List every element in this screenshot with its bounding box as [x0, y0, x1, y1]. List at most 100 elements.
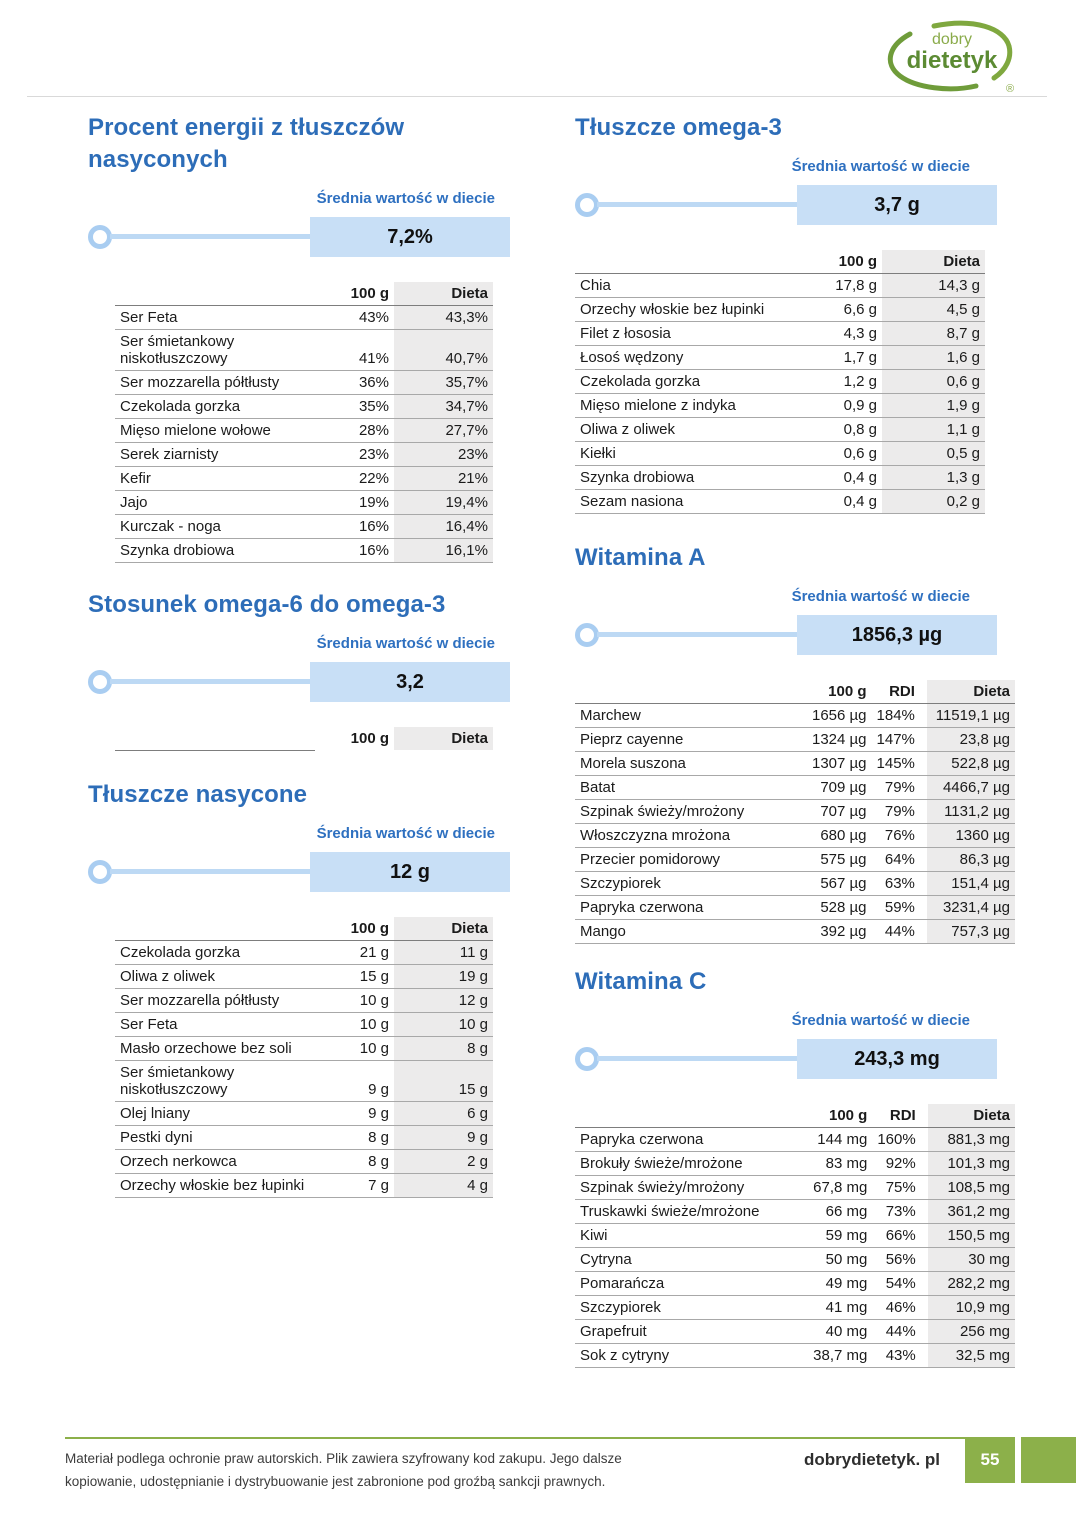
value-dieta: 522,8 µg [926, 751, 1015, 776]
product-name: Marchew [575, 703, 788, 728]
col-header-dieta: Dieta [926, 680, 1015, 704]
table-row: Kurczak - noga 16% 16,4% [115, 514, 493, 539]
product-name: Ser śmietankowy niskotłuszczowy [115, 1060, 315, 1102]
indicator-circle-icon [88, 670, 112, 694]
value-dieta: 1360 µg [926, 823, 1015, 848]
value-per-100g: 10 g [315, 1036, 394, 1061]
product-name: Sok z cytryny [575, 1343, 789, 1368]
product-name: Ser mozzarella półtłusty [115, 370, 315, 395]
average-indicator: 7,2% [88, 217, 510, 257]
value-dieta: 9 g [394, 1125, 493, 1150]
value-dieta: 4,5 g [882, 297, 985, 322]
footer-copyright-line1: Materiał podlega ochronie praw autorskic… [65, 1451, 622, 1466]
average-indicator: 243,3 mg [575, 1039, 997, 1079]
table-row: Orzechy włoskie bez łupinki 6,6 g 4,5 g [575, 297, 985, 322]
value-per-100g: 707 µg [787, 799, 872, 824]
value-per-100g: 0,4 g [805, 489, 882, 514]
section-sat-fat-pct: Procent energii z tłuszczów nasyconych Ś… [88, 112, 510, 563]
value-dieta: 11 g [394, 940, 493, 965]
col-header-100g: 100 g [787, 680, 872, 704]
product-name: Orzechy włoskie bez łupinki [575, 297, 805, 322]
value-dieta: 16,4% [394, 514, 493, 539]
table-row: Włoszczyzna mrożona 680 µg 76% 1360 µg [575, 823, 1015, 848]
value-dieta: 0,5 g [882, 441, 985, 466]
indicator-line [110, 679, 312, 684]
value-dieta: 43,3% [394, 305, 493, 330]
value-dieta: 34,7% [394, 394, 493, 419]
value-per-100g: 15 g [315, 964, 394, 989]
indicator-circle-icon [575, 1047, 599, 1071]
logo-registered-mark: ® [1006, 83, 1014, 95]
value-dieta: 1,1 g [882, 417, 985, 442]
product-name: Szpinak świeży/mrożony [575, 799, 788, 824]
average-label: Średnia wartość w diecie [791, 1012, 970, 1029]
value-per-100g: 41 mg [788, 1295, 873, 1320]
value-per-100g: 43% [315, 305, 394, 330]
value-dieta: 361,2 mg [927, 1199, 1015, 1224]
value-per-100g: 16% [315, 538, 394, 563]
value-dieta: 10,9 mg [927, 1295, 1015, 1320]
product-name: Przecier pomidorowy [575, 847, 788, 872]
value-per-100g: 1307 µg [787, 751, 872, 776]
value-rdi: 147% [871, 727, 927, 752]
value-per-100g: 680 µg [787, 823, 872, 848]
col-header-rdi: RDI [871, 680, 927, 704]
indicator-circle-icon [88, 859, 112, 884]
value-dieta: 6 g [394, 1101, 493, 1126]
value-rdi: 76% [871, 823, 927, 848]
value-per-100g: 41% [315, 329, 394, 371]
value-per-100g: 22% [315, 466, 394, 491]
value-dieta: 15 g [394, 1060, 493, 1102]
col-header-product [575, 680, 788, 704]
product-name: Szczypiorek [575, 871, 788, 896]
right-column: Tłuszcze omega-3 Średnia wartość w dieci… [575, 112, 1015, 1368]
table-row: Kefir 22% 21% [115, 466, 493, 491]
table-row: Ser Feta 10 g 10 g [115, 1012, 493, 1037]
section-sat-fat: Tłuszcze nasycone Średnia wartość w diec… [88, 779, 510, 1198]
product-name: Szpinak świeży/mrożony [575, 1175, 789, 1200]
product-name: Kiełki [575, 441, 805, 466]
col-header-100g: 100 g [315, 916, 394, 941]
footer-copyright: Materiał podlega ochronie praw autorskic… [65, 1447, 665, 1493]
value-rdi: 145% [871, 751, 927, 776]
product-name: Orzech nerkowca [115, 1149, 315, 1174]
value-per-100g: 8 g [315, 1125, 394, 1150]
value-dieta: 23% [394, 442, 493, 467]
value-per-100g: 83 mg [788, 1151, 873, 1176]
value-per-100g: 0,6 g [805, 441, 882, 466]
col-header-product [115, 727, 315, 751]
product-name: Mięso mielone z indyka [575, 393, 805, 418]
value-per-100g: 40 mg [788, 1319, 873, 1344]
table-row: Orzech nerkowca 8 g 2 g [115, 1149, 493, 1174]
product-name: Truskawki świeże/mrożone [575, 1199, 789, 1224]
value-dieta: 30 mg [927, 1247, 1015, 1272]
value-per-100g: 28% [315, 418, 394, 443]
table-row: Batat 709 µg 79% 4466,7 µg [575, 775, 1015, 800]
table-row: Szczypiorek 41 mg 46% 10,9 mg [575, 1295, 1015, 1320]
product-name: Szynka drobiowa [115, 538, 315, 563]
section-omega3: Tłuszcze omega-3 Średnia wartość w dieci… [575, 112, 1015, 514]
product-name: Masło orzechowe bez soli [115, 1036, 315, 1061]
value-per-100g: 144 mg [788, 1127, 873, 1152]
product-name: Pieprz cayenne [575, 727, 788, 752]
value-dieta: 881,3 mg [927, 1127, 1015, 1152]
table-row: Mięso mielone wołowe 28% 27,7% [115, 418, 493, 443]
average-indicator: 12 g [88, 851, 510, 892]
average-value: 3,2 [310, 662, 510, 702]
table-sat-fat: 100 g Dieta Czekolada gorzka 21 g 11 g [115, 916, 493, 1198]
col-header-dieta: Dieta [394, 727, 493, 750]
table-row: Truskawki świeże/mrożone 66 mg 73% 361,2… [575, 1199, 1015, 1224]
value-rdi: 79% [871, 799, 927, 824]
table-row: Sezam nasiona 0,4 g 0,2 g [575, 489, 985, 514]
table-row: Ser mozzarella półtłusty 10 g 12 g [115, 988, 493, 1013]
col-header-rdi: RDI [872, 1104, 928, 1128]
value-dieta: 0,6 g [882, 369, 985, 394]
table-vitamin-a: 100 g RDI Dieta Marchew 1656 µg 184% 115… [575, 680, 1015, 944]
col-header-dieta: Dieta [927, 1104, 1015, 1128]
footer-site-name: dobrydietetyk. pl [803, 1450, 940, 1469]
product-name: Ser mozzarella półtłusty [115, 988, 315, 1013]
left-column: Procent energii z tłuszczów nasyconych Ś… [88, 112, 510, 1198]
value-per-100g: 1,7 g [805, 345, 882, 370]
table-row: Czekolada gorzka 35% 34,7% [115, 394, 493, 419]
value-rdi: 56% [872, 1247, 928, 1272]
